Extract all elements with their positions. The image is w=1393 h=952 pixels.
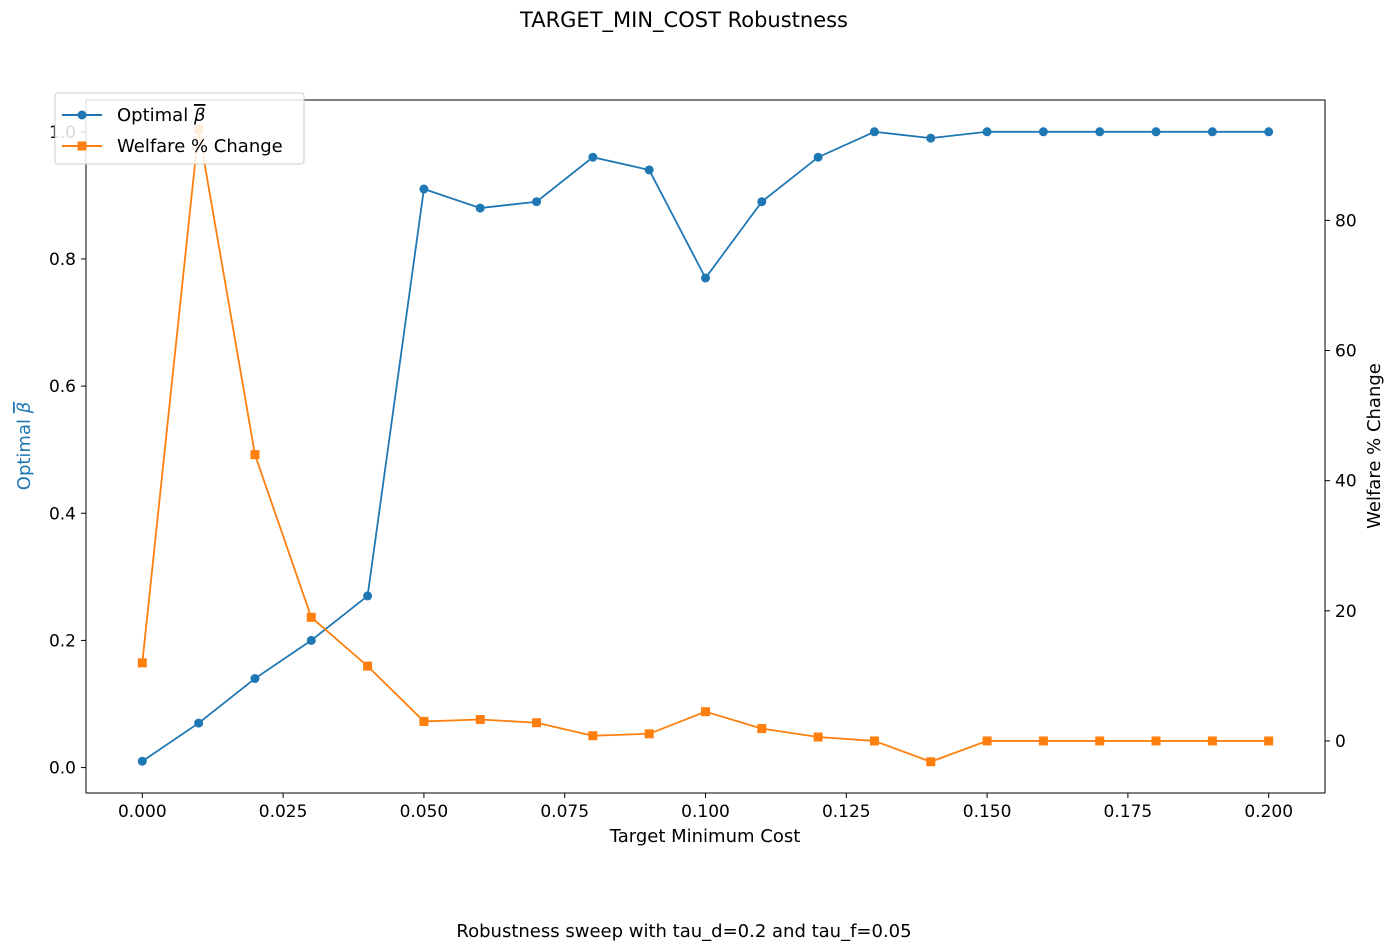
left-y-tick-label: 0.8	[49, 250, 76, 270]
left-y-tick-label: 0.2	[49, 631, 76, 651]
data-point-beta	[250, 674, 260, 684]
x-tick-label: 0.050	[400, 802, 449, 822]
x-tick-label: 0.025	[259, 802, 308, 822]
data-point-welfare	[1038, 736, 1048, 746]
left-y-axis-label: Optimal β	[14, 402, 35, 490]
data-point-welfare	[813, 732, 823, 742]
data-point-beta	[701, 273, 710, 283]
data-point-welfare	[250, 450, 260, 460]
x-tick-label: 0.000	[118, 802, 167, 822]
chart-caption: Robustness sweep with tau_d=0.2 and tau_…	[456, 921, 911, 942]
data-point-beta	[588, 152, 598, 162]
left-y-tick-label: 0.4	[49, 504, 76, 524]
data-point-beta	[757, 197, 767, 207]
data-point-beta	[137, 756, 147, 766]
data-point-welfare	[306, 612, 316, 622]
data-point-welfare	[419, 716, 429, 726]
data-point-welfare	[588, 731, 598, 741]
data-point-beta	[926, 133, 936, 143]
right-y-tick-label: 80	[1335, 211, 1357, 231]
x-axis-label: Target Minimum Cost	[609, 826, 801, 847]
data-point-welfare	[644, 729, 654, 739]
left-y-axis-label-symbol: β	[14, 402, 35, 415]
data-point-welfare	[1207, 736, 1217, 746]
left-y-axis-label-text: Optimal	[14, 413, 35, 490]
data-point-beta	[869, 127, 879, 137]
axes-frame	[85, 99, 1326, 794]
plot-area: 0.000 0.025 0.050 0.075 0.100 0.125 0.150 0.175…	[49, 99, 1357, 822]
series-line-welfare	[141, 129, 1269, 763]
data-point-welfare	[982, 736, 992, 746]
data-point-beta	[194, 718, 204, 728]
series-line-beta	[141, 130, 1269, 762]
data-point-beta	[982, 127, 992, 137]
legend-label-beta-symbol: β	[193, 105, 206, 126]
right-y-axis-label: Welfare % Change	[1364, 363, 1385, 529]
legend-marker-welfare	[77, 141, 87, 151]
data-point-beta	[1151, 127, 1161, 137]
x-tick-label: 0.200	[1244, 802, 1293, 822]
chart-title: TARGET_MIN_COST Robustness	[519, 8, 848, 33]
legend-label-welfare: Welfare % Change	[117, 136, 283, 157]
data-point-welfare	[137, 658, 147, 668]
data-point-beta	[475, 203, 485, 213]
data-point-beta	[363, 591, 373, 601]
right-y-tick-label: 40	[1335, 472, 1357, 492]
data-point-welfare	[869, 736, 879, 746]
x-tick-label: 0.125	[822, 802, 871, 822]
data-point-beta	[306, 635, 316, 645]
right-y-tick-label: 60	[1335, 342, 1357, 362]
data-point-beta	[419, 184, 429, 194]
right-y-tick-label: 20	[1335, 602, 1357, 622]
x-tick-label: 0.175	[1104, 802, 1153, 822]
data-point-beta	[532, 197, 542, 207]
data-point-welfare	[926, 757, 936, 767]
legend-marker-beta	[77, 110, 87, 120]
left-y-tick-label: 0.6	[49, 377, 76, 397]
data-point-welfare	[475, 714, 485, 724]
data-point-beta	[1038, 127, 1048, 137]
data-point-welfare	[757, 724, 767, 734]
data-point-beta	[1095, 127, 1105, 137]
data-point-welfare	[363, 661, 373, 671]
x-tick-label: 0.150	[963, 802, 1012, 822]
right-y-tick-label: 0	[1335, 732, 1346, 752]
data-point-welfare	[1264, 736, 1274, 746]
x-tick-label: 0.075	[540, 802, 589, 822]
x-tick-label: 0.100	[681, 802, 730, 822]
data-point-welfare	[1151, 736, 1161, 746]
data-point-welfare	[1095, 736, 1105, 746]
legend-label-beta-text: Optimal	[117, 105, 194, 126]
data-point-beta	[1264, 127, 1274, 137]
legend-label-beta: Optimal β	[117, 105, 205, 126]
data-point-beta	[813, 152, 823, 162]
data-point-beta	[644, 165, 654, 175]
legend: Optimal β Welfare % Change	[54, 92, 305, 165]
legend-box	[54, 92, 305, 165]
data-point-welfare	[532, 718, 542, 728]
data-point-welfare	[701, 707, 710, 717]
left-y-tick-label: 0.0	[49, 759, 76, 779]
data-point-beta	[1207, 127, 1217, 137]
